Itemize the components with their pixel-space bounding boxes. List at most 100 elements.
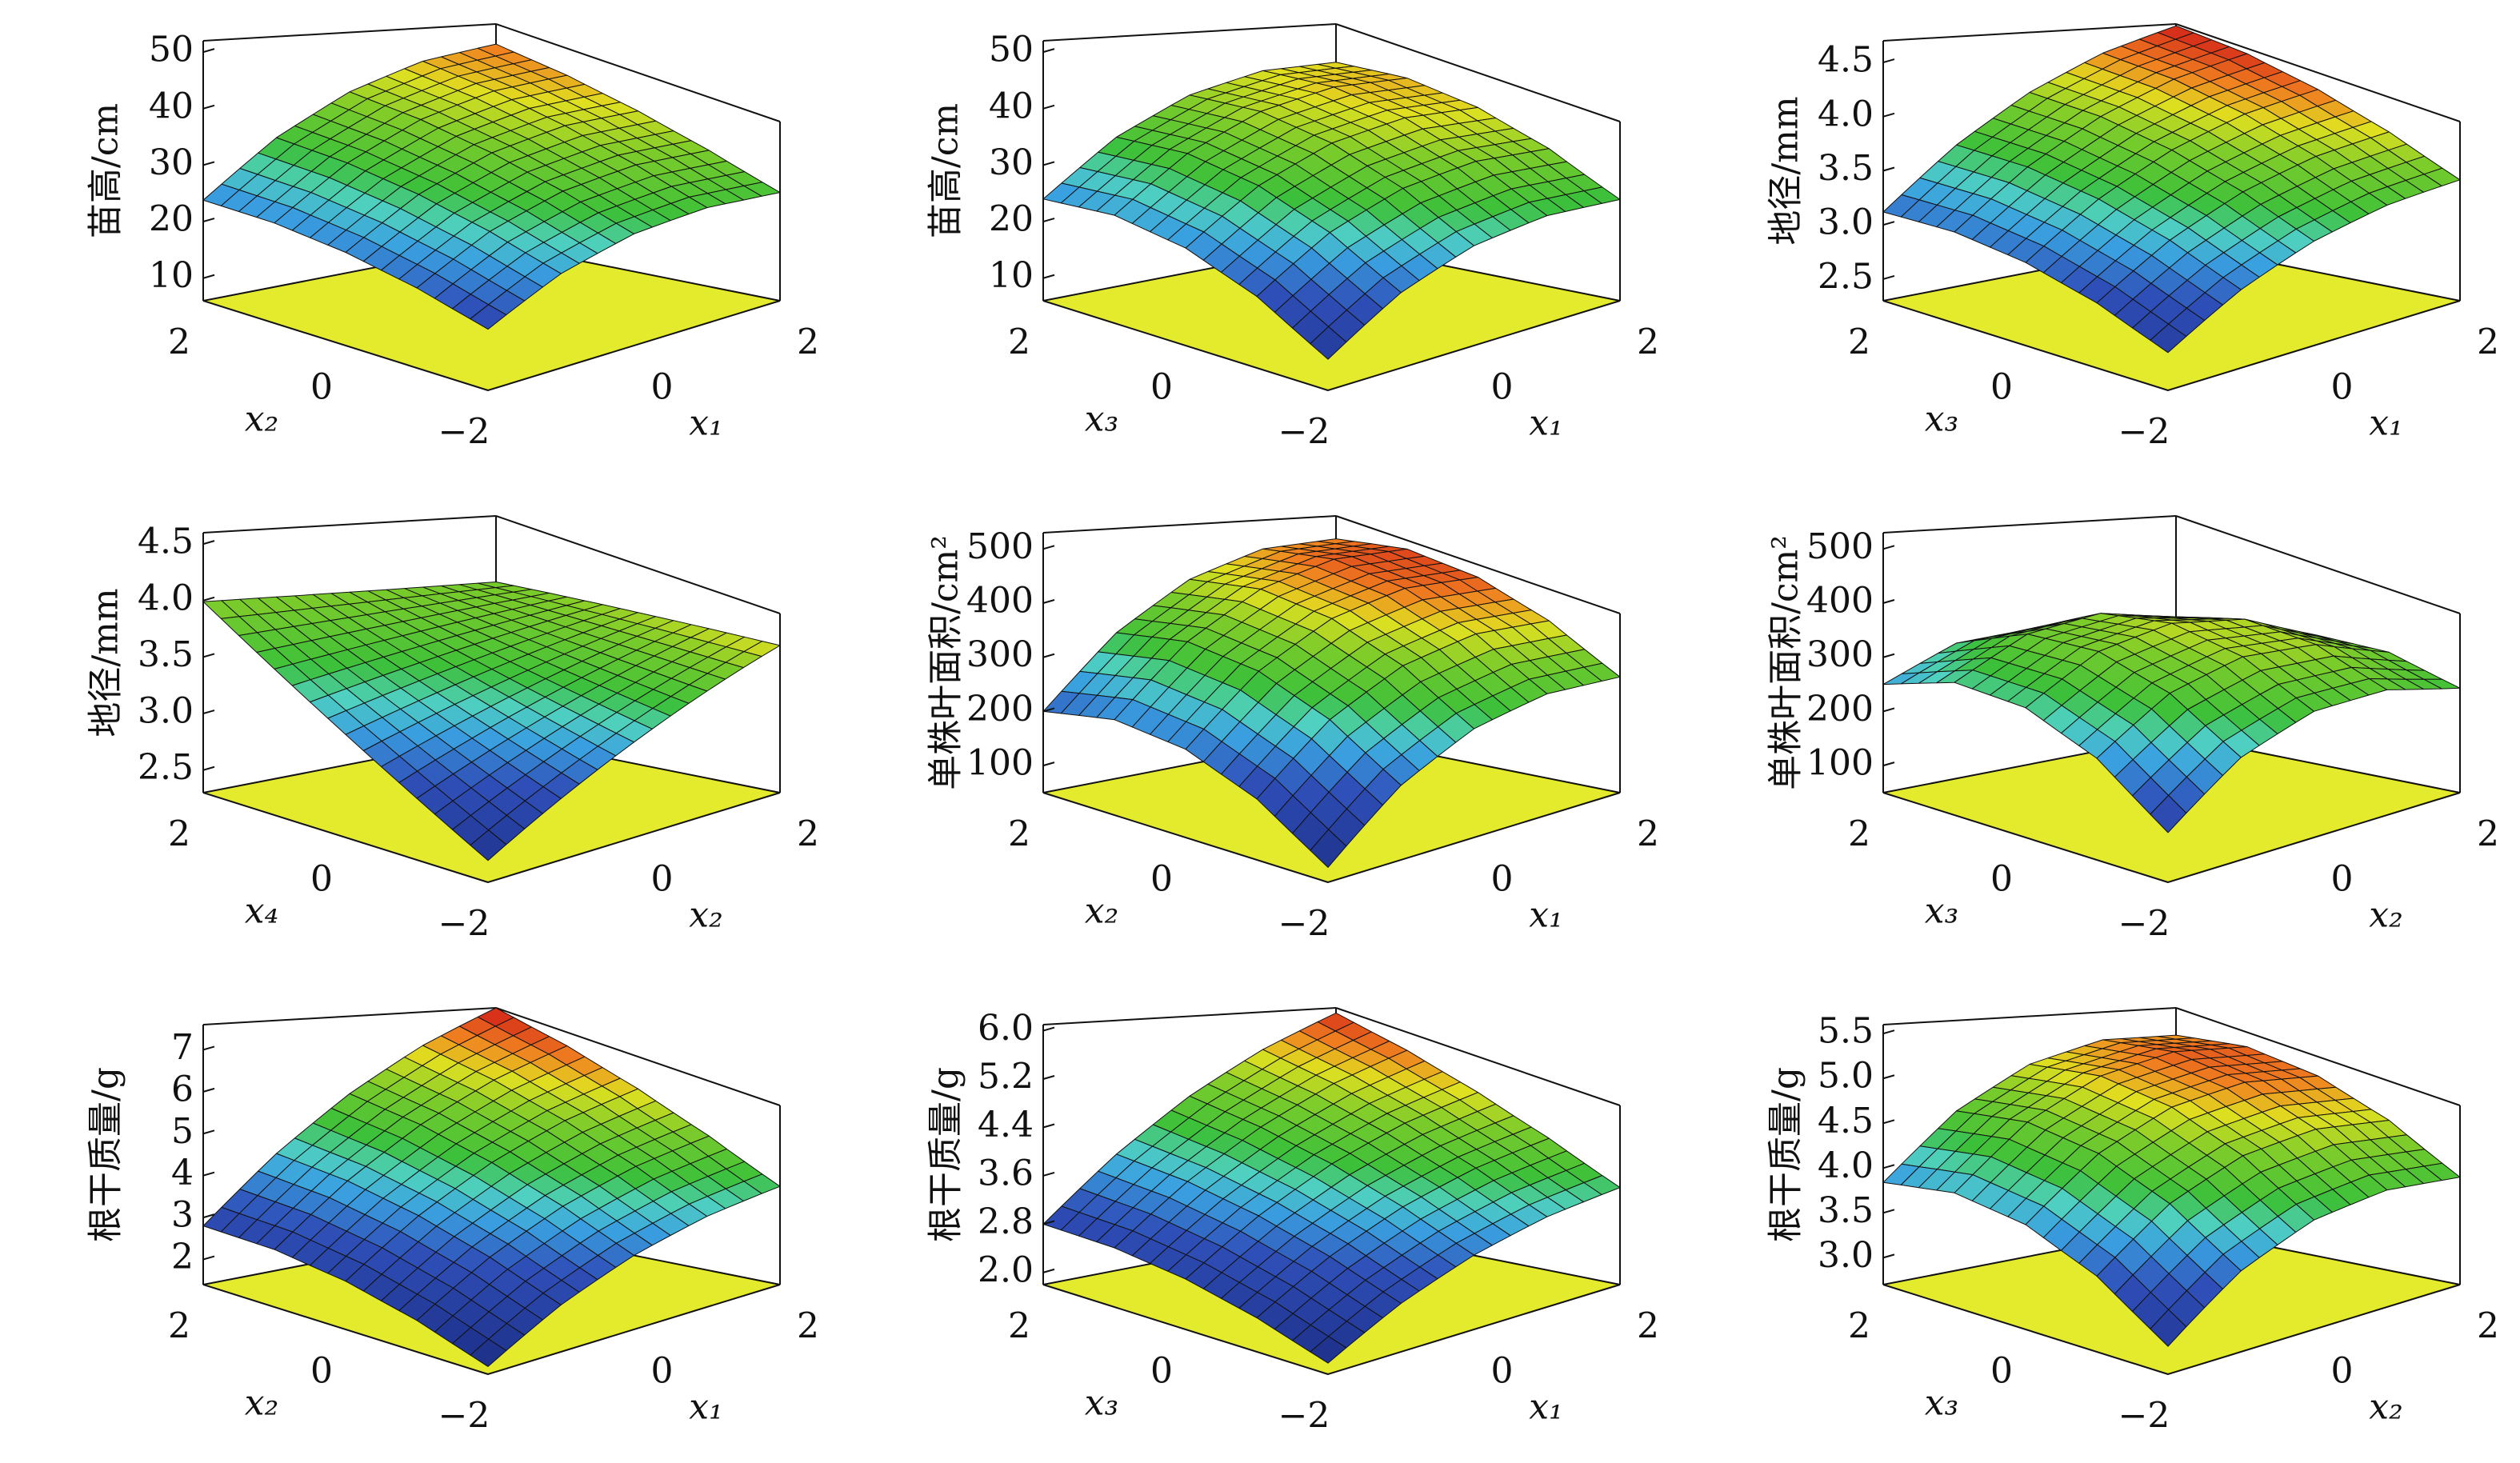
z-tick-label: 400	[966, 581, 1034, 622]
x-axis-label: x₃	[1085, 1383, 1118, 1424]
z-axis-label: 单株叶面积/cm²	[926, 535, 966, 790]
z-tick-label: 500	[966, 526, 1034, 567]
z-tick-label: 500	[1806, 526, 1874, 567]
z-tick-label: 4.5	[1818, 40, 1874, 81]
y-tick-label: 2	[1637, 322, 1659, 363]
y-tick-label: 0	[651, 859, 674, 900]
x-tick-label: −2	[2118, 412, 2170, 453]
z-tick	[1882, 761, 1895, 767]
y-axis-label: x₁	[2369, 403, 2402, 444]
z-tick	[1882, 707, 1895, 713]
z-tick-label: 5	[171, 1111, 194, 1152]
surface-patch	[470, 829, 507, 861]
z-tick-label: 2.5	[138, 747, 194, 788]
box-edge	[1882, 515, 2177, 534]
z-tick-label: 4.0	[1818, 1145, 1874, 1186]
x-tick-label: 0	[310, 859, 333, 900]
x-tick-label: −2	[438, 904, 490, 945]
surface-patch	[2150, 323, 2187, 354]
z-tick	[202, 161, 215, 166]
z-tick-label: 2	[171, 1237, 194, 1277]
z-tick	[1042, 1268, 1055, 1273]
x-tick-label: 2	[1008, 814, 1030, 855]
z-tick-label: 4	[171, 1153, 194, 1193]
z-tick-label: 20	[989, 199, 1034, 240]
z-tick-label: 30	[149, 142, 194, 183]
x-tick-label: 0	[1990, 367, 2013, 408]
z-tick	[202, 540, 215, 546]
z-tick-label: 3.5	[1818, 148, 1874, 189]
z-tick	[1042, 1026, 1055, 1032]
y-axis-label: x₁	[689, 403, 722, 444]
z-tick-label: 10	[989, 255, 1034, 296]
z-tick	[1882, 274, 1895, 280]
z-tick	[1042, 761, 1055, 767]
z-tick-label: 4.5	[1818, 1101, 1874, 1141]
z-tick	[1042, 104, 1055, 110]
y-tick-label: 0	[1491, 367, 1514, 408]
z-tick-label: 7	[171, 1027, 194, 1068]
box-edge	[1882, 23, 2177, 42]
x-axis-label: x₂	[245, 1383, 278, 1424]
box-edge	[495, 23, 781, 122]
z-tick	[1042, 599, 1055, 604]
x-tick-label: 0	[1150, 1351, 1173, 1392]
y-tick-label: 0	[651, 367, 674, 408]
z-tick	[1882, 653, 1895, 658]
box-edge	[2175, 23, 2461, 122]
surface-patch	[470, 304, 507, 330]
x-tick-label: 0	[310, 1351, 333, 1392]
y-tick-label: 2	[797, 814, 819, 855]
x-tick-label: 2	[168, 322, 190, 363]
y-tick-label: 2	[2477, 814, 2499, 855]
x-tick-label: 0	[1990, 859, 2013, 900]
y-tick-label: 0	[1491, 1351, 1514, 1392]
z-tick-label: 3.5	[138, 634, 194, 675]
box-edge	[202, 23, 497, 42]
z-tick-label: 2.8	[978, 1201, 1034, 1242]
z-tick-label: 40	[989, 86, 1034, 126]
box-edge	[1042, 515, 1337, 534]
z-axis-label: 苗高/cm	[926, 103, 966, 238]
box-edge	[495, 515, 781, 614]
y-axis-label: x₁	[1529, 1387, 1562, 1428]
z-tick-label: 4.4	[978, 1105, 1034, 1145]
z-tick	[1042, 48, 1055, 54]
z-tick-label: 10	[149, 255, 194, 296]
box-edge	[2175, 515, 2461, 614]
x-tick-label: 2	[168, 814, 190, 855]
x-axis-label: x₂	[1085, 891, 1118, 932]
z-tick	[1882, 1029, 1895, 1035]
panel: 2.5 3.0 3.5 4.0 4.5 地径/mm −2 0 2 0 2 x₄ x₂	[86, 515, 819, 945]
x-tick-label: 2	[168, 1306, 190, 1347]
z-tick	[202, 1045, 215, 1051]
z-tick-label: 5.0	[1818, 1056, 1874, 1097]
y-tick-label: 2	[797, 1306, 819, 1347]
x-axis-label: x₄	[245, 891, 278, 932]
z-tick	[202, 1087, 215, 1093]
z-tick-label: 2.0	[978, 1249, 1034, 1290]
z-tick-label: 30	[989, 142, 1034, 183]
z-axis-label: 苗高/cm	[86, 103, 126, 238]
y-tick-label: 2	[1637, 814, 1659, 855]
x-tick-label: −2	[438, 1396, 490, 1437]
z-tick-label: 6	[171, 1069, 194, 1109]
z-tick	[1882, 545, 1895, 550]
y-tick-label: 2	[1637, 1306, 1659, 1347]
z-tick-label: 100	[1806, 743, 1874, 784]
z-tick-label: 5.2	[978, 1057, 1034, 1097]
x-tick-label: 2	[1008, 322, 1030, 363]
z-tick-label: 3	[171, 1195, 194, 1236]
z-tick-label: 300	[1806, 634, 1874, 675]
panel: 3.03.54.04.55.05.5 根干质量/g −2 0 2 0 2 x₃ x₂	[1766, 1007, 2499, 1437]
box-edge	[1882, 1007, 2177, 1025]
box-edge	[202, 1007, 497, 1025]
y-axis-label: x₂	[2369, 895, 2402, 936]
z-tick	[1882, 58, 1895, 64]
x-tick-label: 0	[1150, 859, 1173, 900]
z-tick	[202, 218, 215, 223]
y-tick-label: 0	[651, 1351, 674, 1392]
